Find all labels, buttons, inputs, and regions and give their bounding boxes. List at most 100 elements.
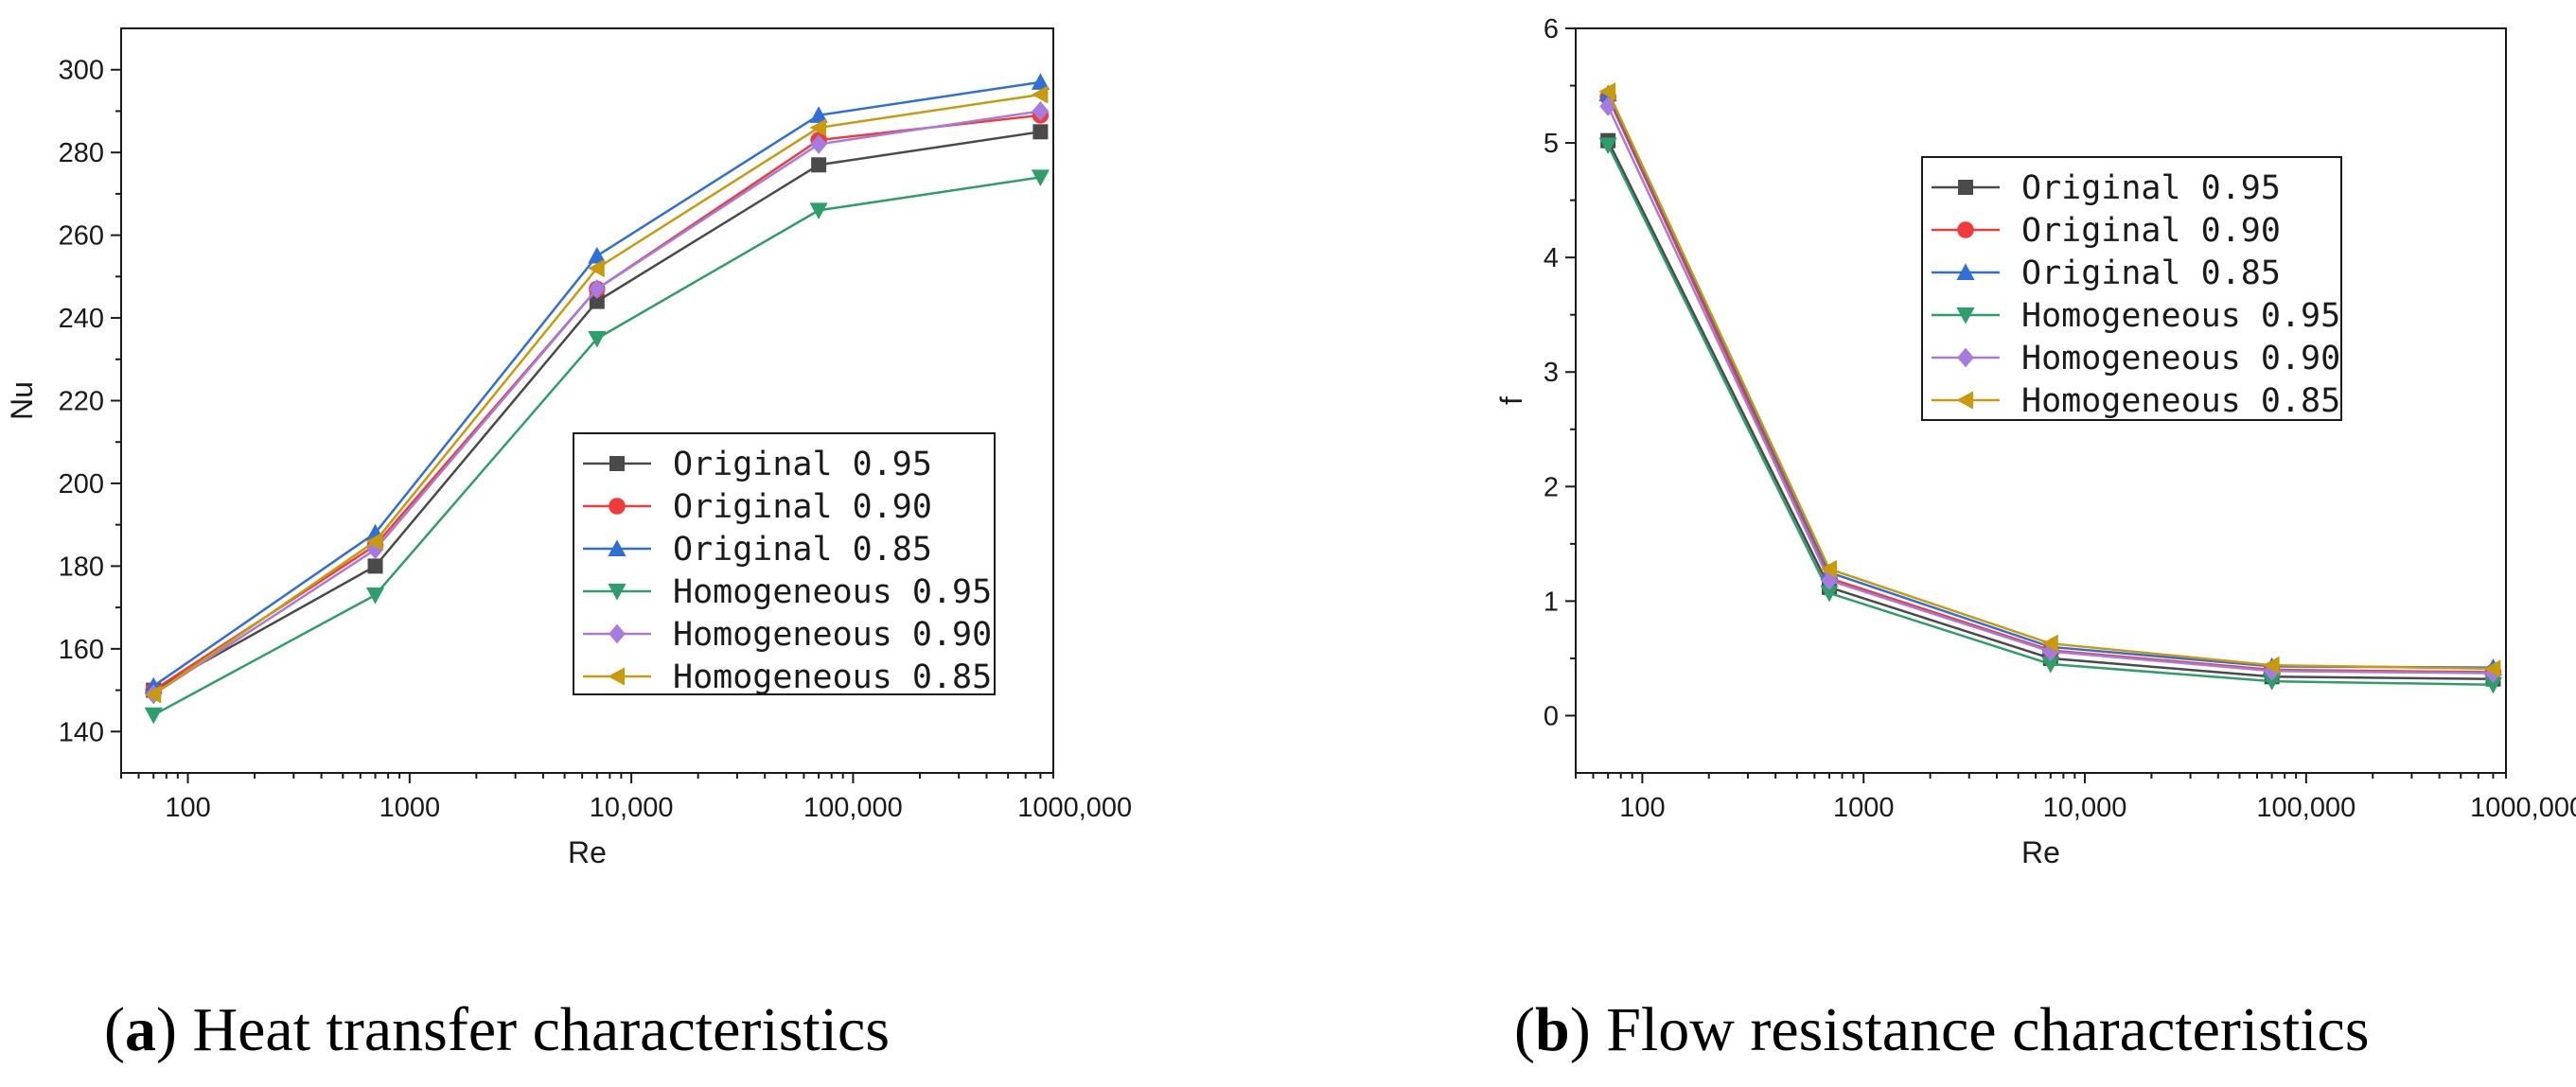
y-tick-label: 260 [59, 221, 104, 252]
data-point [809, 106, 828, 123]
caption-text: Heat transfer characteristics [192, 995, 890, 1064]
x-tick-label: 1000,000 [2470, 793, 2576, 823]
y-tick-label: 300 [59, 56, 104, 86]
y-tick-label: 180 [59, 552, 104, 582]
data-point [588, 258, 605, 278]
x-tick-label: 100 [165, 793, 210, 823]
data-point [1032, 101, 1050, 121]
legend-marker [609, 623, 626, 644]
legend-item: Original 0.95 [1932, 169, 2281, 207]
legend-marker [1958, 180, 1973, 195]
y-tick-label: 140 [59, 717, 104, 747]
data-point [588, 330, 607, 348]
series-5 [144, 85, 1049, 704]
data-point [365, 532, 383, 551]
caption-text: Flow resistance characteristics [1606, 995, 2369, 1064]
y-tick-label: 6 [1544, 14, 1559, 44]
data-point [1031, 73, 1050, 90]
legend-label: Original 0.90 [2021, 212, 2281, 250]
y-tick-label: 0 [1544, 701, 1559, 731]
caption-paren: ( [1514, 995, 1535, 1064]
legend: Original 0.95 Original 0.90 Original 0.85 H… [573, 432, 996, 696]
legend-label: Homogeneous 0.90 [673, 616, 992, 654]
legend-box [573, 432, 996, 695]
data-point [1031, 85, 1049, 104]
caption-paren: ) [1570, 995, 1606, 1064]
legend-marker [608, 539, 626, 556]
data-point [1598, 81, 1616, 101]
legend-label: Original 0.85 [673, 531, 932, 569]
x-tick-label: 100,000 [2256, 793, 2355, 823]
legend-label: Homogeneous 0.90 [2021, 340, 2340, 377]
data-point [2042, 641, 2059, 662]
x-tick-label: 10,000 [590, 793, 674, 823]
legend-item: Homogeneous 0.85 [583, 658, 992, 696]
series-3 [1598, 137, 2503, 694]
caption-paren: ) [156, 995, 192, 1064]
data-point [365, 587, 385, 605]
x-tick-label: 100 [1619, 793, 1665, 823]
legend-box [1921, 156, 2342, 421]
caption-letter: b [1535, 995, 1570, 1064]
legend-item: Homogeneous 0.90 [1932, 340, 2340, 377]
series-3 [144, 169, 1050, 725]
legend-item: Original 0.85 [1932, 254, 2281, 292]
x-axis-label: Re [2021, 835, 2060, 869]
legend-label: Original 0.95 [673, 446, 932, 483]
data-point [1820, 559, 1837, 579]
caption: (a) Heat transfer characteristics [104, 995, 890, 1064]
legend-label: Original 0.85 [2021, 254, 2281, 292]
y-tick-label: 1 [1544, 587, 1559, 617]
plot-frame [1575, 27, 2507, 774]
y-tick-label: 220 [59, 387, 104, 417]
x-tick-label: 1000 [1833, 793, 1895, 823]
data-point [367, 558, 383, 574]
legend-item: Original 0.95 [583, 446, 932, 483]
legend-label: Original 0.95 [2021, 169, 2281, 207]
series-4 [145, 101, 1050, 705]
legend-label: Homogeneous 0.85 [673, 658, 992, 696]
legend-item: Homogeneous 0.95 [583, 573, 992, 611]
data-point [2483, 676, 2503, 694]
legend-label: Homogeneous 0.95 [673, 573, 992, 611]
data-point [2041, 656, 2060, 674]
data-point [1031, 169, 1050, 186]
legend-marker [1957, 221, 1974, 238]
data-point [588, 246, 607, 264]
y-tick-label: 200 [59, 469, 104, 500]
y-axis-label: f [1494, 396, 1528, 405]
x-tick-label: 100,000 [803, 793, 903, 823]
data-point [2263, 674, 2282, 691]
y-tick-label: 160 [59, 635, 104, 665]
x-axis-label: Re [568, 835, 607, 869]
caption-letter: a [125, 995, 156, 1064]
y-tick-label: 4 [1544, 243, 1559, 273]
chart-b: 100 1000 10,000 100,000 1000,000 0 1 2 3 4 5 6 Re f Or… [1494, 14, 2576, 1064]
legend: Original 0.95 Original 0.90 Original 0.85 H… [1921, 156, 2342, 421]
caption: (b) Flow resistance characteristics [1514, 995, 2370, 1064]
legend-marker [609, 456, 625, 471]
legend-item: Original 0.85 [583, 531, 932, 569]
caption-paren: ( [104, 995, 125, 1064]
legend-marker [1956, 391, 1973, 410]
data-point [809, 202, 828, 219]
legend-item: Original 0.90 [1932, 212, 2281, 250]
y-axis-label: Nu [5, 381, 39, 420]
chart-a: 100 1000 10,000 100,000 1000,000 140 160 180 200… [5, 27, 1132, 1064]
y-tick-label: 3 [1544, 358, 1559, 388]
legend-marker [608, 667, 625, 686]
x-tick-label: 10,000 [2043, 793, 2127, 823]
legend-marker [609, 498, 626, 515]
y-tick-label: 2 [1544, 472, 1559, 502]
data-point [1598, 137, 1617, 155]
legend-label: Original 0.90 [673, 488, 932, 526]
legend-marker [1957, 347, 1974, 368]
data-point [1820, 585, 1839, 603]
x-tick-label: 1000 [379, 793, 441, 823]
data-point [589, 279, 606, 299]
legend-marker [608, 584, 626, 601]
data-point [811, 157, 827, 173]
data-point [2483, 659, 2501, 678]
legend-item: Homogeneous 0.85 [1932, 382, 2340, 420]
